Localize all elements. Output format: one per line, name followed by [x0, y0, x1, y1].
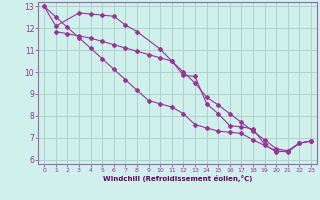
X-axis label: Windchill (Refroidissement éolien,°C): Windchill (Refroidissement éolien,°C): [103, 175, 252, 182]
